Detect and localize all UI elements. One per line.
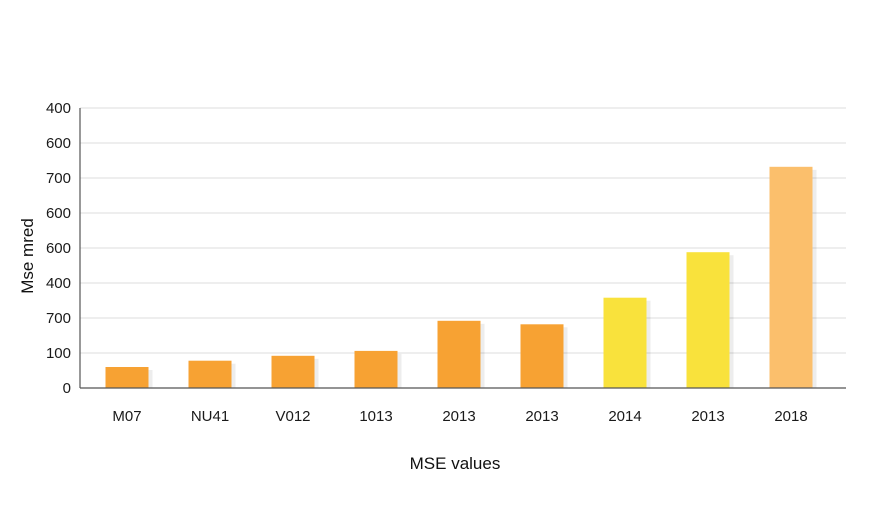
- y-tick-label: 600: [46, 135, 71, 152]
- x-tick-label: M07: [112, 408, 141, 425]
- bar: [188, 360, 232, 388]
- x-tick-label: V012: [275, 408, 310, 425]
- x-tick-labels: M07 NU41 V012 1013 2013 2013 2014 2013 2018: [112, 408, 807, 425]
- y-tick-label: 0: [63, 380, 71, 397]
- bar: [520, 324, 564, 388]
- bar: [354, 350, 398, 388]
- x-tick-label: 2013: [442, 408, 475, 425]
- y-tick-labels: 0 100 700 400 600 600 700 600 400: [46, 100, 71, 397]
- y-tick-label: 700: [46, 310, 71, 327]
- bars: [105, 166, 817, 388]
- x-tick-label: 2018: [774, 408, 807, 425]
- x-tick-label: 2013: [691, 408, 724, 425]
- bar: [603, 297, 647, 388]
- x-tick-label: NU41: [191, 408, 229, 425]
- bar: [769, 166, 813, 388]
- bar: [271, 355, 315, 388]
- grid-lines: [80, 107, 846, 354]
- y-tick-label: 600: [46, 240, 71, 257]
- x-tick-label: 1013: [359, 408, 392, 425]
- x-axis-title: MSE values: [410, 454, 501, 473]
- y-tick-label: 700: [46, 170, 71, 187]
- x-tick-label: 2013: [525, 408, 558, 425]
- y-tick-label: 400: [46, 100, 71, 117]
- y-tick-label: 100: [46, 345, 71, 362]
- y-tick-label: 400: [46, 275, 71, 292]
- bar: [437, 320, 481, 388]
- axes: [79, 108, 846, 389]
- bar: [105, 367, 149, 388]
- y-tick-label: 600: [46, 205, 71, 222]
- y-axis-title: Mse mred: [18, 218, 37, 294]
- x-tick-label: 2014: [608, 408, 641, 425]
- bar: [686, 252, 730, 388]
